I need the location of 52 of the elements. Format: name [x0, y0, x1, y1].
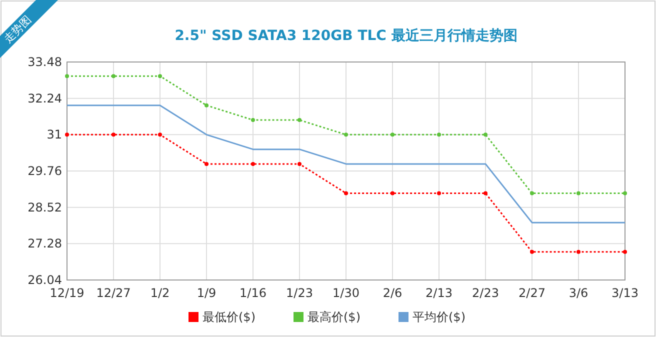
point: [530, 250, 534, 254]
legend-label: 最高价($): [308, 310, 360, 324]
y-tick-label: 31: [46, 128, 62, 142]
x-tick-label: 1/2: [150, 286, 170, 300]
ribbon: 走势图: [0, 0, 58, 58]
point: [112, 132, 116, 137]
point: [484, 191, 488, 196]
point: [344, 191, 348, 196]
x-tick-label: 2/6: [382, 286, 402, 300]
legend-label: 最低价($): [202, 310, 256, 324]
point: [298, 118, 302, 122]
line-series: [66, 104, 626, 224]
x-tick-label: 1/16: [240, 286, 266, 300]
point: [576, 191, 580, 196]
point: [298, 162, 302, 166]
point: [530, 191, 534, 196]
point: [251, 118, 255, 122]
x-tick-label: 2/23: [472, 286, 499, 300]
chart-title: 2.5" SSD SATA3 120GB TLC 最近三月行情走势图: [174, 27, 518, 44]
point: [437, 191, 441, 196]
y-tick-label: 33.48: [28, 55, 62, 69]
x-tick-label: 12/19: [50, 286, 84, 300]
point: [204, 162, 208, 166]
point: [112, 74, 116, 78]
legend-label: 平均价($): [412, 310, 466, 324]
point: [390, 191, 394, 196]
x-tick-label: 1/23: [286, 286, 313, 300]
point: [484, 132, 488, 137]
y-tick-label: 28.52: [28, 200, 62, 214]
point: [576, 250, 580, 254]
x-tick-label: 3/13: [612, 286, 638, 300]
point: [623, 191, 627, 196]
point: [437, 132, 441, 137]
y-tick-label: 29.76: [28, 164, 62, 178]
point: [623, 250, 627, 254]
point: [344, 132, 348, 137]
x-tick-label: 2/27: [518, 286, 546, 300]
x-tick-label: 12/27: [96, 286, 131, 300]
x-tick-label: 3/6: [568, 286, 588, 300]
x-tick-label: 1/9: [196, 286, 216, 300]
x-tick-label: 1/30: [332, 286, 360, 300]
point: [390, 132, 394, 137]
point: [158, 74, 162, 78]
y-tick-label: 26.04: [28, 273, 62, 287]
x-tick-label: 2/13: [426, 286, 452, 300]
point: [204, 103, 208, 108]
point: [65, 74, 69, 78]
y-tick-label: 32.24: [28, 91, 62, 106]
point: [251, 162, 255, 166]
point: [65, 132, 69, 137]
y-tick-label: 27.28: [28, 236, 62, 251]
point: [158, 132, 162, 137]
